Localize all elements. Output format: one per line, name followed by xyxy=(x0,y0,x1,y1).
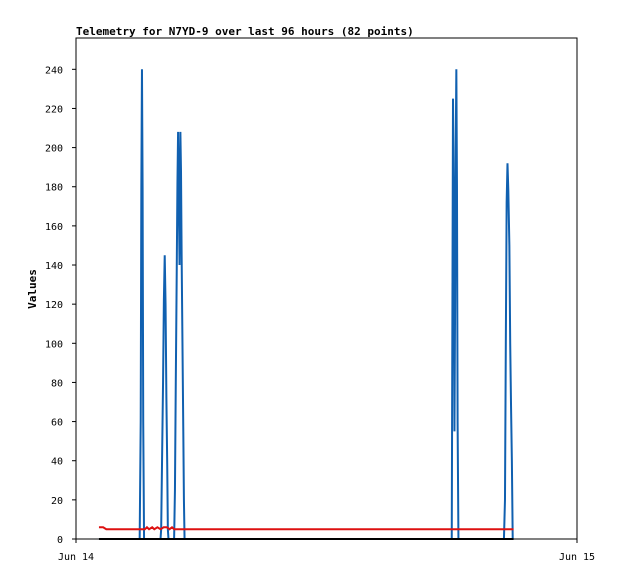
y-tick-label: 0 xyxy=(57,535,63,546)
plot-area xyxy=(75,37,578,540)
y-tick-label: 180 xyxy=(45,183,63,194)
axis-layer: 0 20 40 60 80 100 120 140 160 180 200 220 240 Jun 14 J… xyxy=(45,65,595,563)
x-tick-label: Jun 15 xyxy=(559,552,595,563)
series-layer xyxy=(98,69,514,540)
y-tick-label: 40 xyxy=(51,457,63,468)
x-tick-label: Jun 14 xyxy=(58,552,94,563)
y-tick-label: 200 xyxy=(45,144,63,155)
series-line-1 xyxy=(98,69,514,540)
y-tick-label: 20 xyxy=(51,496,63,507)
y-tick-label: 160 xyxy=(45,222,63,233)
y-tick-label: 60 xyxy=(51,418,63,429)
y-tick-label: 100 xyxy=(45,339,63,350)
y-axis-label: Values xyxy=(26,269,39,309)
y-tick-label: 120 xyxy=(45,300,63,311)
series-line-2 xyxy=(98,525,514,531)
chart-title: Telemetry for N7YD-9 over last 96 hours … xyxy=(76,25,414,38)
y-tick-label: 140 xyxy=(45,261,63,272)
y-tick-label: 240 xyxy=(45,65,63,76)
y-tick-label: 220 xyxy=(45,104,63,115)
y-tick-label: 80 xyxy=(51,378,63,389)
